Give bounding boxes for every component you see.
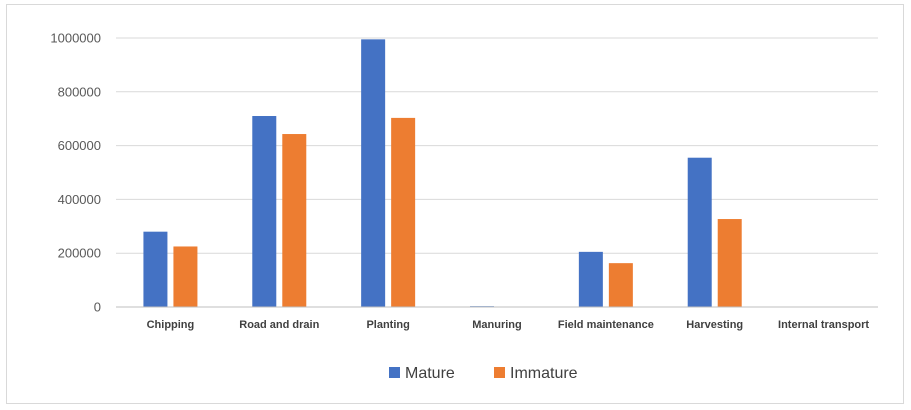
bar-mature-road-and-drain xyxy=(252,116,277,307)
bar-mature-planting xyxy=(361,39,386,307)
x-category-label: Manuring xyxy=(472,319,522,331)
bar-immature-planting xyxy=(391,117,416,307)
y-axis-ticks: 0 200000 400000 600000 800000 1000000 xyxy=(50,31,101,315)
legend-swatch-mature xyxy=(389,367,400,378)
y-tick-label: 200000 xyxy=(58,246,101,261)
x-category-label: Road and drain xyxy=(239,319,319,331)
legend-label-mature: Mature xyxy=(405,365,455,382)
x-category-label: Chipping xyxy=(147,319,195,331)
x-axis-categories: Chipping Road and drain Planting Manuring Fi… xyxy=(147,319,870,331)
bar-immature-chipping xyxy=(173,246,198,307)
bar-mature-harvesting xyxy=(687,157,712,307)
bar-immature-road-and-drain xyxy=(282,134,307,307)
x-category-label: Field maintenance xyxy=(558,319,654,331)
y-tick-label: 400000 xyxy=(58,192,101,207)
bar-immature-harvesting xyxy=(717,219,742,307)
y-tick-label: 0 xyxy=(94,300,101,315)
x-category-label: Internal transport xyxy=(778,319,869,331)
bars xyxy=(143,39,821,307)
legend-swatch-immature xyxy=(494,367,505,378)
bar-immature-field-maintenance xyxy=(608,263,633,307)
legend-label-immature: Immature xyxy=(510,365,578,382)
x-category-label: Harvesting xyxy=(686,319,743,331)
y-tick-label: 800000 xyxy=(58,84,101,99)
x-category-label: Planting xyxy=(366,319,409,331)
chart-frame xyxy=(6,4,904,404)
y-tick-label: 600000 xyxy=(58,138,101,153)
y-tick-label: 1000000 xyxy=(50,31,101,46)
legend: Mature Immature xyxy=(389,365,578,382)
gridlines xyxy=(116,37,878,254)
bar-mature-field-maintenance xyxy=(578,251,603,307)
bar-mature-chipping xyxy=(143,231,168,307)
